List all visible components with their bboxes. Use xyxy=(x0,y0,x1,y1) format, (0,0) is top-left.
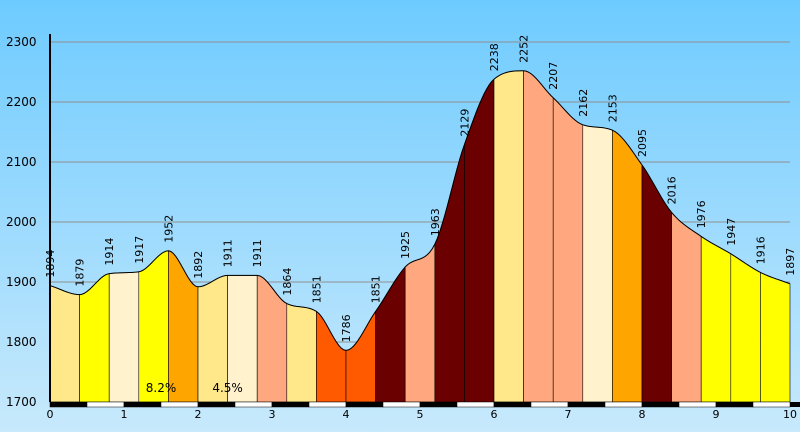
elevation-label: 1916 xyxy=(754,236,767,264)
elevation-label: 1952 xyxy=(162,215,175,243)
grade-annotation: 8.2% xyxy=(146,381,177,395)
x-axis-scale-bar xyxy=(604,401,643,408)
elevation-segment xyxy=(138,250,169,403)
elevation-label: 1786 xyxy=(340,314,353,342)
elevation-label: 1976 xyxy=(695,200,708,228)
y-tick-label: 1800 xyxy=(6,335,37,349)
elevation-label: 1879 xyxy=(74,259,87,287)
x-axis-scale-bar xyxy=(641,401,680,408)
elevation-segment xyxy=(108,271,140,403)
x-axis-scale-bar xyxy=(234,401,273,408)
x-tick-label: 5 xyxy=(417,408,424,421)
x-axis-scale-bar xyxy=(678,401,717,408)
x-axis-scale-bar xyxy=(197,401,236,408)
y-tick-label: 2100 xyxy=(6,155,37,169)
elevation-label: 2129 xyxy=(458,109,471,137)
elevation-label: 1851 xyxy=(370,275,383,303)
elevation-segment xyxy=(552,97,584,403)
x-axis-scale-bar xyxy=(86,401,125,408)
x-axis-scale-bar xyxy=(382,401,421,408)
elevation-label: 1897 xyxy=(784,248,797,276)
elevation-segment xyxy=(671,211,702,403)
elevation-segment xyxy=(493,70,524,403)
elevation-segment xyxy=(760,271,791,403)
x-axis-scale-bar xyxy=(345,401,384,408)
elevation-label: 1963 xyxy=(429,208,442,236)
elevation-segment xyxy=(404,243,436,403)
y-tick-label: 1700 xyxy=(6,395,37,409)
elevation-label: 1911 xyxy=(222,239,235,267)
y-tick-label: 2200 xyxy=(6,95,37,109)
elevation-label: 1892 xyxy=(192,251,205,279)
elevation-label: 2207 xyxy=(547,62,560,90)
x-axis-scale-bar xyxy=(456,401,495,408)
x-tick-label: 1 xyxy=(121,408,128,421)
y-tick-labels: 1700 1800 1900 2000 2100 2200 2300 xyxy=(6,35,37,409)
elevation-label: 1925 xyxy=(399,231,412,259)
x-tick-label: 8 xyxy=(639,408,646,421)
x-axis-scale-bar xyxy=(271,401,310,408)
elevation-label: 1911 xyxy=(251,239,264,267)
elevation-labels: 1894 1879 1914 1917 1952 1892 1911 1911 1864 1851… xyxy=(44,35,797,343)
elevation-label: 1894 xyxy=(44,250,57,278)
x-axis-scale-bar xyxy=(160,401,199,408)
x-axis-scale-bar xyxy=(49,401,88,408)
grade-annotations: 8.2% 4.5% xyxy=(146,381,243,395)
elevation-label: 2162 xyxy=(577,89,590,117)
elevation-segment xyxy=(523,70,554,403)
elevation-segment xyxy=(612,129,643,403)
elevation-label: 2238 xyxy=(488,43,501,71)
elevation-segment xyxy=(730,253,761,403)
elevation-label: 1947 xyxy=(725,218,738,246)
elevation-label: 1851 xyxy=(310,275,323,303)
x-axis-scale-bar xyxy=(715,401,754,408)
elevation-segment xyxy=(49,285,80,403)
x-axis-scale-bar xyxy=(123,401,162,408)
elevation-segment xyxy=(582,124,613,403)
elevation-label: 2252 xyxy=(518,35,531,63)
x-axis-scale-bar xyxy=(308,401,347,408)
y-tick-label: 1900 xyxy=(6,275,37,289)
elevation-segment xyxy=(700,235,732,403)
x-axis-scale-bar xyxy=(790,402,800,407)
elevation-label: 2016 xyxy=(666,176,679,204)
elevation-label: 2095 xyxy=(636,129,649,157)
y-tick-label: 2000 xyxy=(6,215,37,229)
axes xyxy=(49,34,800,408)
x-tick-label: 9 xyxy=(713,408,720,421)
elevation-segments xyxy=(49,70,791,403)
x-tick-label: 4 xyxy=(343,408,350,421)
x-axis-scale-bar xyxy=(752,401,791,408)
elevation-label: 2153 xyxy=(606,94,619,122)
x-tick-label: 2 xyxy=(195,408,202,421)
x-tick-label: 0 xyxy=(47,408,54,421)
x-tick-label: 10 xyxy=(783,408,797,421)
elevation-label: 1917 xyxy=(133,236,146,264)
x-axis-scale-bar xyxy=(493,401,532,408)
x-axis-scale-bar xyxy=(567,401,606,408)
y-tick-label: 2300 xyxy=(6,35,37,49)
x-tick-label: 7 xyxy=(565,408,572,421)
elevation-outline xyxy=(49,70,791,351)
x-tick-label: 6 xyxy=(491,408,498,421)
x-axis-scale-bar xyxy=(530,401,569,408)
elevation-segment xyxy=(286,303,317,403)
x-tick-labels: 0 1 2 3 4 5 6 7 8 9 10 xyxy=(47,408,798,421)
elevation-label: 1864 xyxy=(281,268,294,296)
x-tick-label: 3 xyxy=(269,408,276,421)
elevation-label: 1914 xyxy=(103,238,116,266)
x-axis-scale-bar xyxy=(419,401,458,408)
grade-annotation: 4.5% xyxy=(212,381,243,395)
